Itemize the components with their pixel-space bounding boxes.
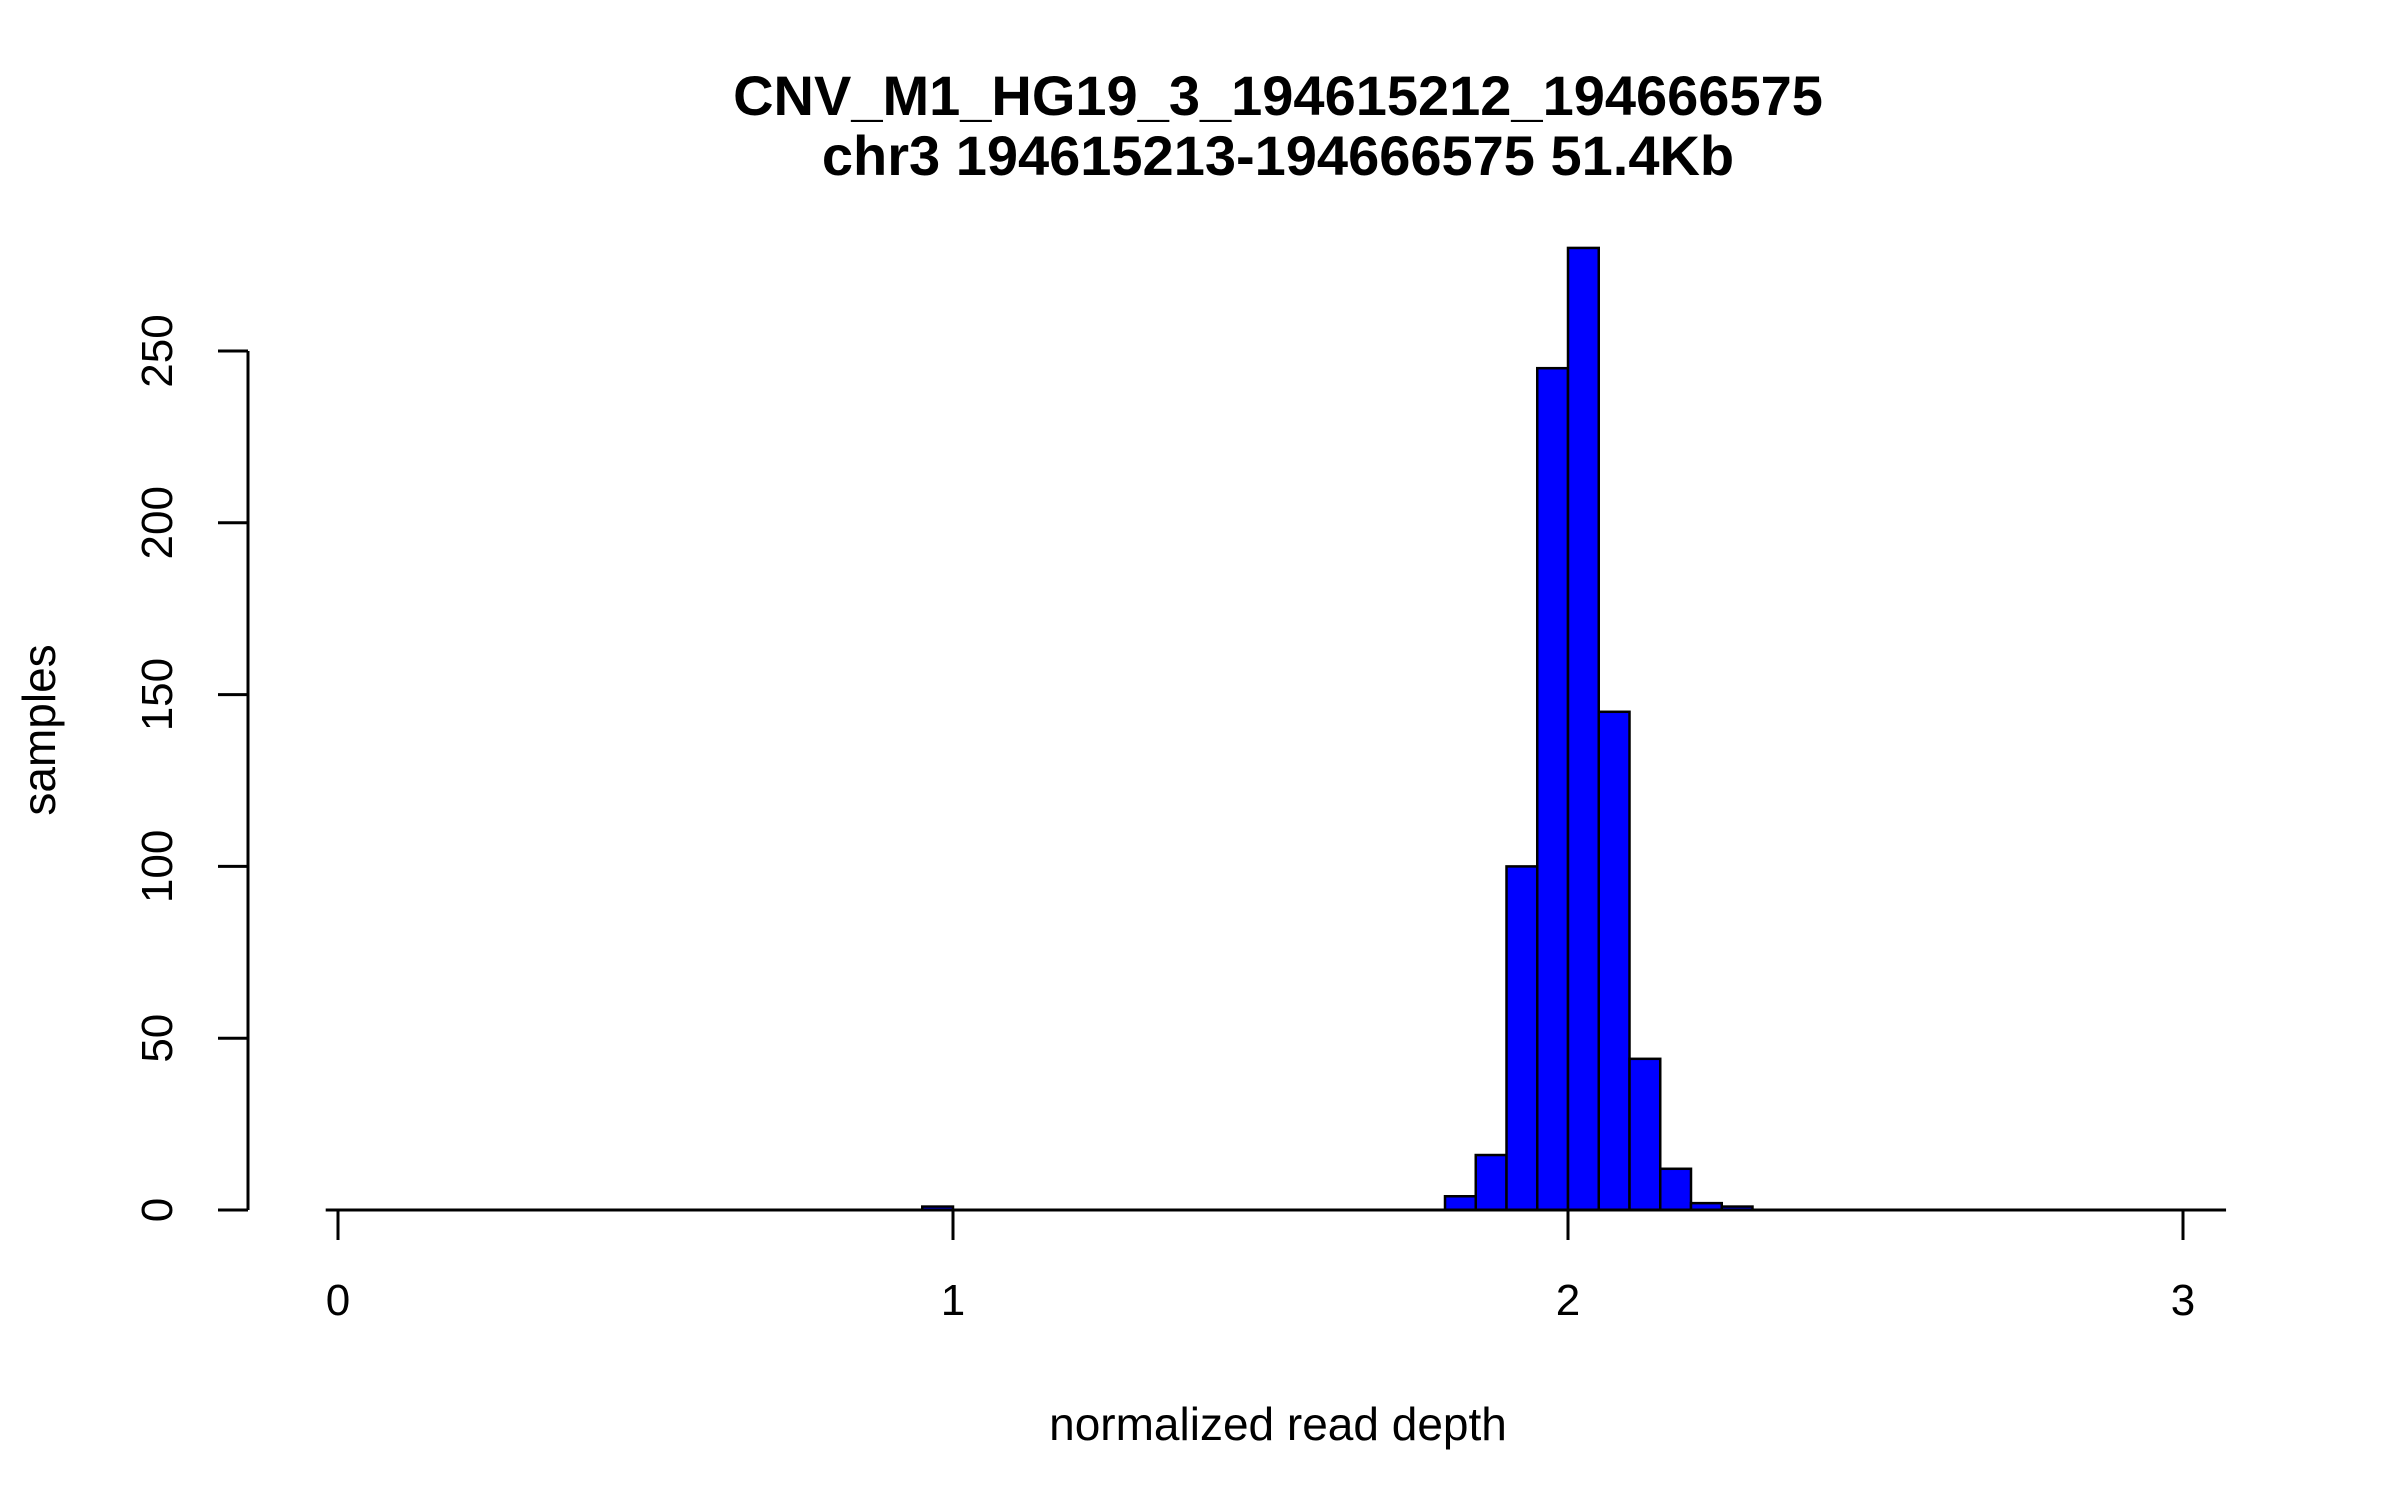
histogram-bar <box>1628 1057 1662 1212</box>
histogram-bar <box>1597 710 1631 1212</box>
y-tick-label: 100 <box>133 830 182 903</box>
x-tick-label: 2 <box>1556 1276 1580 1325</box>
y-tick-label: 50 <box>133 1014 182 1063</box>
y-tick-label: 200 <box>133 486 182 559</box>
x-axis-label: normalized read depth <box>1049 1398 1507 1450</box>
bars-group <box>325 246 2227 1212</box>
histogram-bar <box>1443 1195 1477 1212</box>
x-tick-label: 0 <box>326 1276 350 1325</box>
y-tick-label: 0 <box>133 1198 182 1222</box>
y-axis-label: samples <box>13 644 65 815</box>
chart-subtitle: chr3 194615213-194666575 51.4Kb <box>822 124 1734 187</box>
chart-title: CNV_M1_HG19_3_194615212_194666575 <box>733 64 1823 127</box>
histogram-bar <box>1536 366 1570 1212</box>
y-tick-label: 150 <box>133 658 182 731</box>
histogram-bar <box>1505 865 1539 1212</box>
histogram-bar <box>1566 246 1600 1212</box>
x-tick-label: 3 <box>2171 1276 2195 1325</box>
histogram-bar <box>1474 1153 1508 1212</box>
y-tick-label: 250 <box>133 314 182 387</box>
x-axis: 0 1 2 3 <box>326 1210 2195 1325</box>
histogram-bar <box>1659 1167 1693 1212</box>
x-tick-label: 1 <box>941 1276 965 1325</box>
y-axis: 0 50 100 150 200 250 <box>133 314 250 1222</box>
